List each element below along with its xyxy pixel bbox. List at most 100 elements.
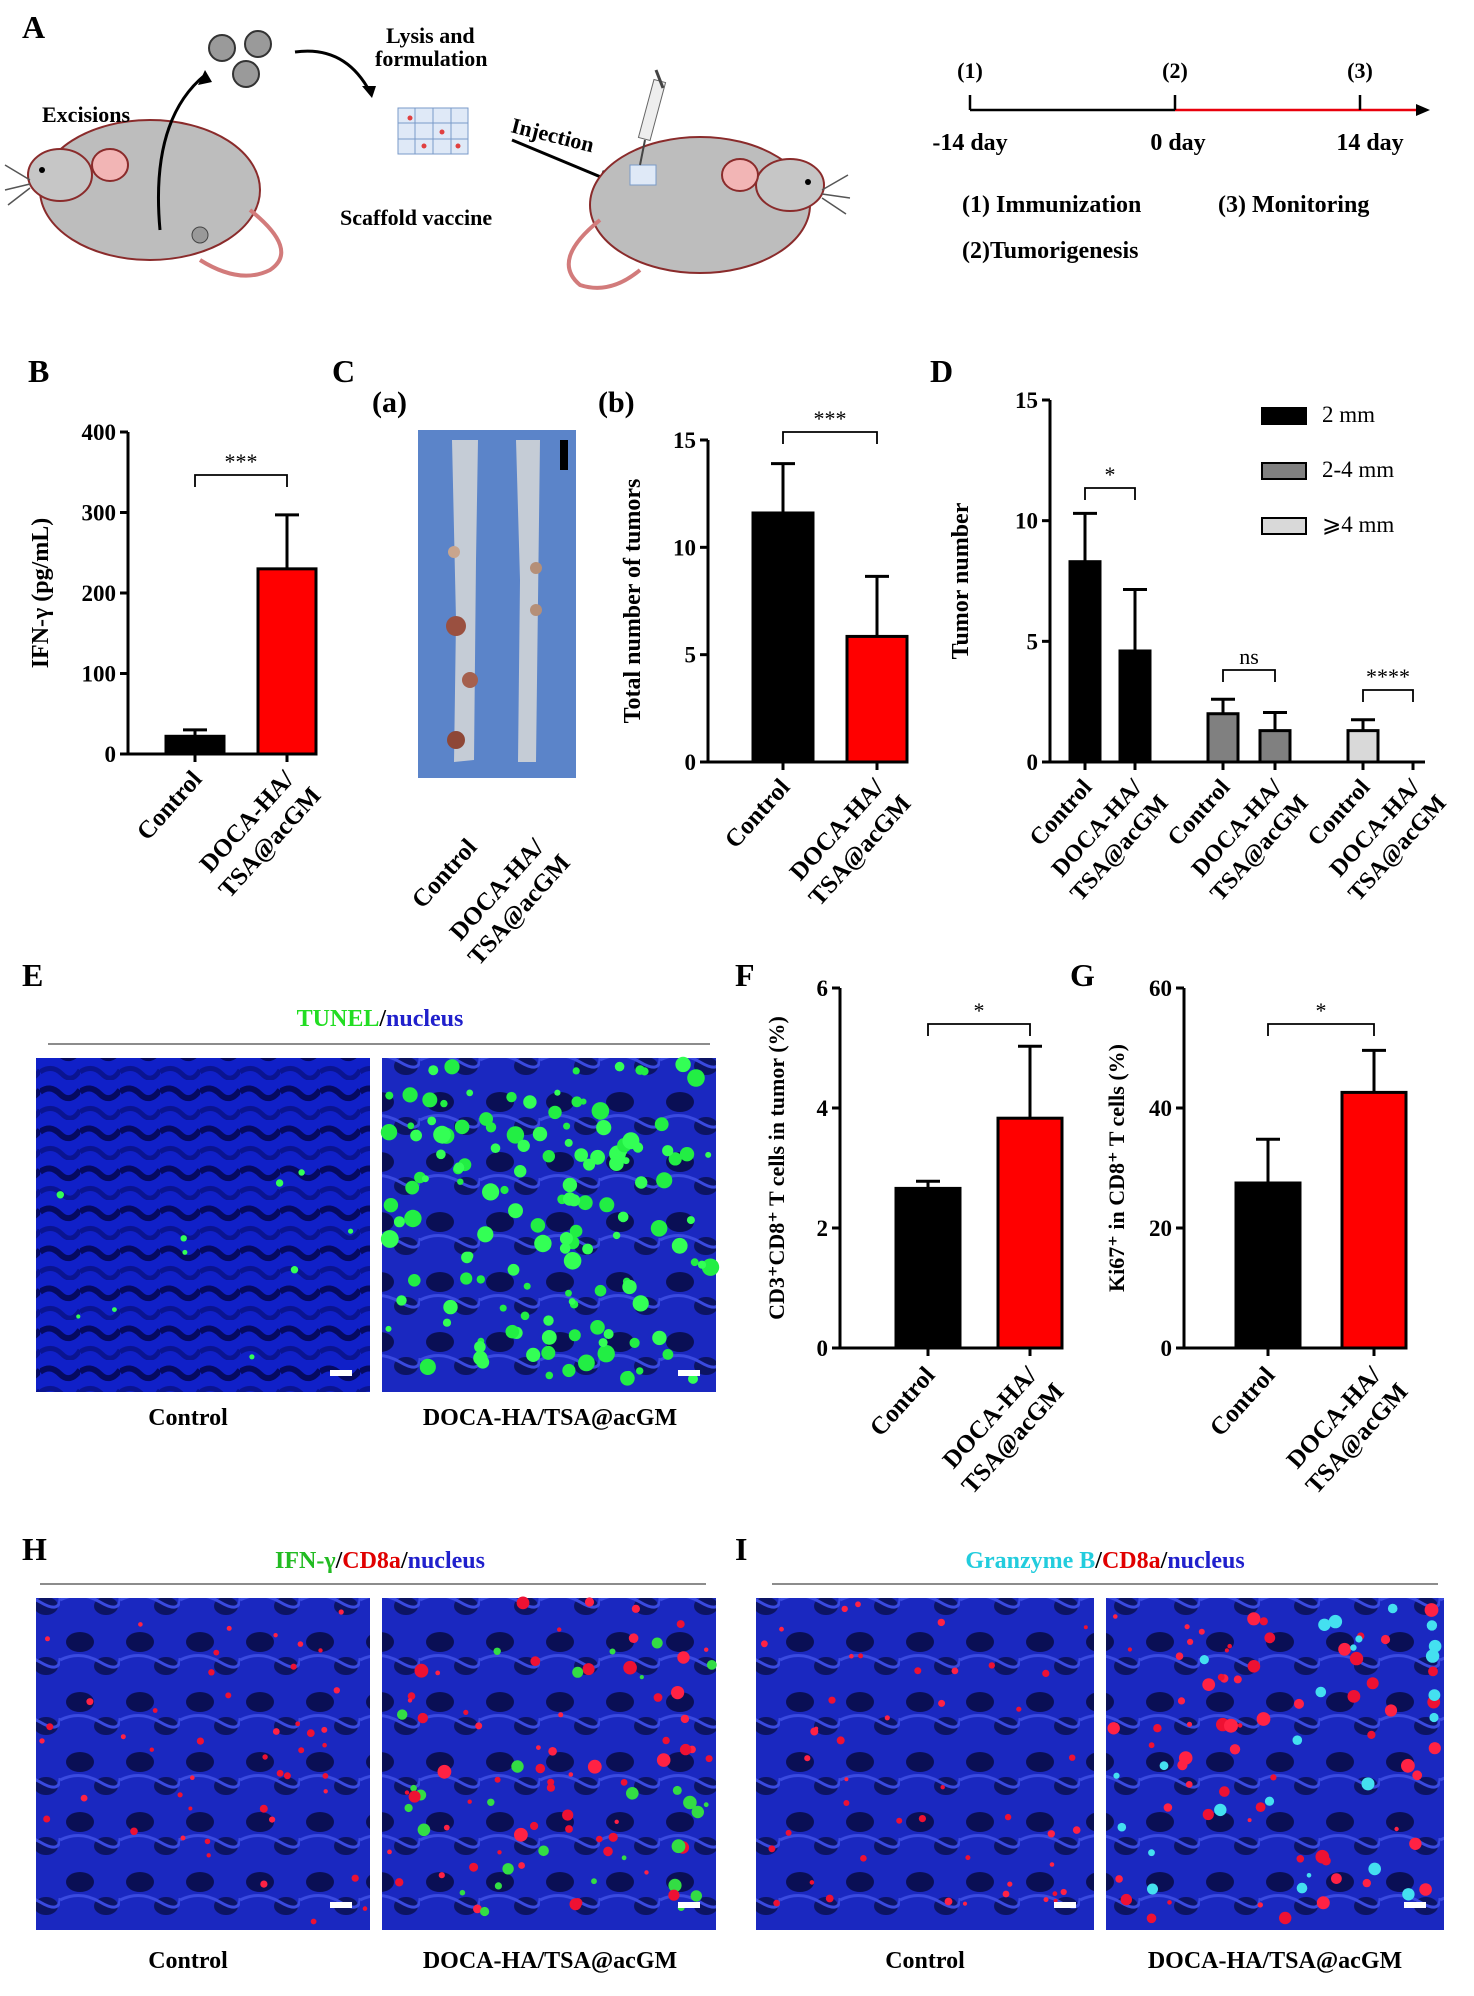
- signal-dot: [1159, 1761, 1169, 1771]
- panel-label-f: F: [735, 957, 755, 993]
- bar-treated: [256, 567, 318, 756]
- tunel-dot: [622, 1132, 640, 1150]
- tunel-dot: [506, 1126, 525, 1144]
- signal-dot: [1331, 1873, 1342, 1884]
- signal-dot: [1315, 1849, 1330, 1864]
- signal-dot: [1202, 1808, 1214, 1821]
- cd8-dot: [333, 1687, 340, 1694]
- tunel-dot: [444, 1059, 460, 1075]
- tunel-dot: [582, 1243, 593, 1255]
- tunel-dot: [56, 1191, 64, 1199]
- cd8-dot: [1004, 1813, 1012, 1821]
- signal-dot: [568, 1772, 574, 1777]
- panel-label-g: G: [1070, 957, 1095, 993]
- cd8-dot: [841, 1605, 848, 1613]
- tunel-dot: [697, 1260, 707, 1269]
- tunel-dot: [617, 1211, 629, 1223]
- cd8-dot: [1049, 1862, 1055, 1867]
- legend-monitoring: (3) Monitoring: [1218, 192, 1369, 218]
- signal-dot: [511, 1760, 524, 1773]
- timeline-day-3: 14 day: [1336, 130, 1403, 156]
- caption-h-control: Control: [148, 1948, 228, 1974]
- significance-bracket: [927, 1023, 1031, 1036]
- cd8-dot: [1002, 1890, 1010, 1898]
- cd8-dot: [120, 1734, 126, 1740]
- cd8-dot: [310, 1918, 317, 1925]
- cd8-dot: [1052, 1891, 1058, 1897]
- signal-dot: [572, 1666, 584, 1678]
- signal-dot: [1148, 1742, 1155, 1749]
- signal-dot: [562, 1809, 574, 1821]
- signal-dot: [548, 1747, 557, 1756]
- signal-dot: [677, 1651, 690, 1664]
- chart-b-ifn-gamma: 0 100 200 300 400 IFN-γ (pg/mL) *** ControlDOCA…: [28, 420, 327, 903]
- signal-dot: [1387, 1603, 1398, 1614]
- signal-dot: [387, 1849, 392, 1855]
- tunel-dot: [410, 1129, 422, 1142]
- y-axis-label: Tumor number: [948, 502, 974, 659]
- cd8-dot: [1047, 1830, 1056, 1838]
- panel-label-c: C: [332, 353, 355, 389]
- tunel-dot: [290, 1266, 299, 1274]
- signal-dot: [414, 1663, 429, 1678]
- x-label-control: Control: [1205, 1362, 1281, 1442]
- cd8-dot: [283, 1772, 291, 1780]
- legend-swatch: [1261, 517, 1307, 535]
- signal-dot: [493, 1647, 501, 1656]
- signal-dot: [1146, 1913, 1157, 1924]
- cd8-dot: [297, 1641, 304, 1647]
- bar-control: [1206, 712, 1240, 764]
- tunel-dot: [545, 1371, 554, 1380]
- cd8-dot: [768, 1845, 776, 1853]
- cd8-dot: [779, 1626, 784, 1632]
- tunel-dot: [433, 1125, 451, 1144]
- signal-dot: [1217, 1673, 1225, 1681]
- tunel-dot: [393, 1216, 405, 1228]
- tunel-dot: [408, 1274, 421, 1287]
- signal-dot: [683, 1795, 697, 1810]
- x-label-control: Control: [720, 774, 796, 854]
- signal-dot: [1257, 1902, 1264, 1908]
- tunel-dot: [571, 1096, 583, 1108]
- tunel-dot: [559, 1243, 571, 1254]
- cd8-dot: [843, 1800, 850, 1806]
- legend-label: 2 mm: [1322, 402, 1375, 427]
- signal-dot: [1178, 1751, 1193, 1765]
- y-tick-label: 2: [817, 1216, 829, 1241]
- caption-e-treated: DOCA-HA/TSA@acGM: [423, 1405, 677, 1431]
- bar-control: [1234, 1181, 1302, 1350]
- tunel-dot: [499, 1304, 507, 1312]
- cd8-dot: [860, 1855, 867, 1862]
- cd8-dot: [1016, 1706, 1022, 1712]
- tunel-dot: [477, 1226, 494, 1243]
- tunel-dot: [385, 1325, 392, 1332]
- y-tick-label: 300: [82, 501, 117, 526]
- significance-label: ****: [1366, 664, 1410, 689]
- tunel-dot: [675, 1056, 691, 1073]
- cd8-dot: [1053, 1898, 1058, 1903]
- significance-label: ***: [814, 406, 847, 431]
- tunel-dot: [440, 1099, 448, 1108]
- signal-dot: [631, 1604, 641, 1613]
- chart-cb-total-tumors: 0 5 10 15 Total number of tumors *** ControlDO…: [620, 406, 917, 911]
- signal-dot: [1366, 1677, 1379, 1690]
- tunel-dot: [662, 1145, 674, 1157]
- tumor-cells-icon: [208, 30, 272, 88]
- tunel-dot: [464, 1251, 474, 1261]
- cd8-dot: [810, 1727, 819, 1736]
- tunel-dot: [428, 1065, 439, 1076]
- tunel-dot: [298, 1169, 305, 1176]
- signal-dot: [1412, 1770, 1423, 1781]
- cd8-dot: [130, 1827, 138, 1836]
- significance-bracket: [782, 431, 878, 444]
- signal-dot: [1127, 1647, 1132, 1652]
- signal-dot: [1426, 1620, 1438, 1631]
- tunel-dot: [383, 1198, 399, 1213]
- tunel-dot: [112, 1307, 117, 1312]
- signal-dot: [651, 1637, 663, 1649]
- signal-dot: [1113, 1772, 1120, 1779]
- timeline-point-2: (2): [1162, 58, 1188, 83]
- cd8-dot: [804, 1755, 811, 1762]
- signal-dot: [1425, 1649, 1440, 1663]
- signal-dot: [547, 1778, 555, 1786]
